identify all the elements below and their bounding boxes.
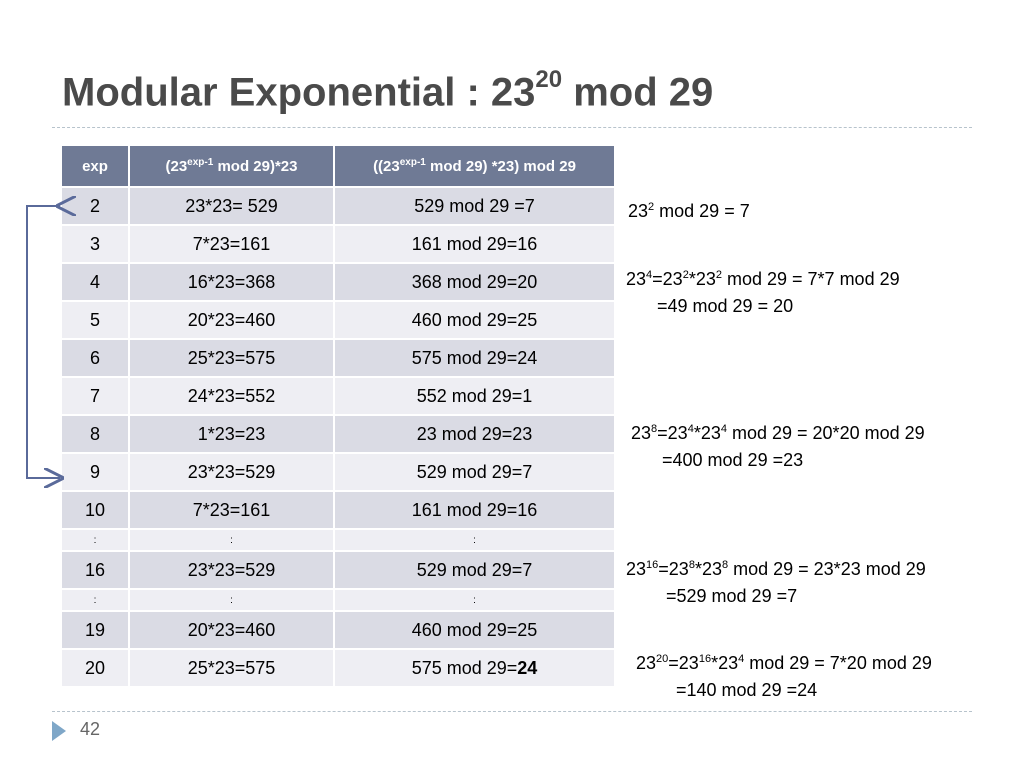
table-row: 10 7*23=161 161 mod 29=16: [60, 490, 616, 530]
slide-title: Modular Exponential : 2320 mod 29: [62, 66, 714, 115]
mod-cell: 23 mod 29=23: [333, 414, 616, 454]
mod-cell: :: [333, 528, 616, 552]
mod-cell: 575 mod 29=24: [333, 648, 616, 688]
exp-cell: 16: [60, 550, 130, 590]
product-cell: :: [128, 588, 335, 612]
product-cell: 7*23=161: [128, 490, 335, 530]
product-cell: 20*23=460: [128, 300, 335, 340]
product-cell: 20*23=460: [128, 610, 335, 650]
mod-cell: 368 mod 29=20: [333, 262, 616, 302]
note-23-pow-16: 2316=238*238 mod 29 = 23*23 mod 29 =529 …: [626, 559, 926, 606]
exp-cell: 19: [60, 610, 130, 650]
table-row: 8 1*23=23 23 mod 29=23: [60, 414, 616, 454]
note-23-pow-8: 238=234*234 mod 29 = 20*20 mod 29 =400 m…: [631, 423, 925, 470]
ellipsis-row: :::: [60, 588, 616, 612]
product-cell: 24*23=552: [128, 376, 335, 416]
mod-cell: 460 mod 29=25: [333, 300, 616, 340]
product-cell: 16*23=368: [128, 262, 335, 302]
table-header-row: exp (23exp-1 mod 29)*23 ((23exp-1 mod 29…: [60, 144, 616, 188]
mod-cell: 575 mod 29=24: [333, 338, 616, 378]
triangle-bullet-icon: [52, 721, 66, 741]
title-divider: [52, 127, 972, 128]
mod-cell: 529 mod 29=7: [333, 452, 616, 492]
ellipsis-row: :::: [60, 528, 616, 552]
mod-cell: 529 mod 29 =7: [333, 186, 616, 226]
exp-cell: :: [60, 588, 130, 612]
product-cell: 1*23=23: [128, 414, 335, 454]
mod-cell: 161 mod 29=16: [333, 224, 616, 264]
table-row: 3 7*23=161 161 mod 29=16: [60, 224, 616, 264]
header-exp: exp: [60, 144, 130, 188]
header-mod: ((23exp-1 mod 29) *23) mod 29: [333, 144, 616, 188]
table-row: 16 23*23=529 529 mod 29=7: [60, 550, 616, 590]
mod-cell: :: [333, 588, 616, 612]
mod-cell: 161 mod 29=16: [333, 490, 616, 530]
product-cell: 25*23=575: [128, 338, 335, 378]
product-cell: 23*23=529: [128, 452, 335, 492]
note-23-pow-20: 2320=2316*234 mod 29 = 7*20 mod 29 =140 …: [636, 653, 932, 700]
table-row: 20 25*23=575 575 mod 29=24: [60, 648, 616, 688]
mod-cell: 552 mod 29=1: [333, 376, 616, 416]
exp-cell: :: [60, 528, 130, 552]
table-row: 5 20*23=460 460 mod 29=25: [60, 300, 616, 340]
mod-cell: 529 mod 29=7: [333, 550, 616, 590]
table-row: 7 24*23=552 552 mod 29=1: [60, 376, 616, 416]
table-row: 19 20*23=460 460 mod 29=25: [60, 610, 616, 650]
exp-cell: 10: [60, 490, 130, 530]
header-product: (23exp-1 mod 29)*23: [128, 144, 335, 188]
note-23-pow-2: 232 mod 29 = 7: [628, 201, 750, 221]
product-cell: 7*23=161: [128, 224, 335, 264]
footer-divider: [52, 711, 972, 712]
product-cell: :: [128, 528, 335, 552]
product-cell: 25*23=575: [128, 648, 335, 688]
product-cell: 23*23= 529: [128, 186, 335, 226]
mod-cell: 460 mod 29=25: [333, 610, 616, 650]
exp-cell: 20: [60, 648, 130, 688]
product-cell: 23*23=529: [128, 550, 335, 590]
bracket-arrow-line: [26, 206, 60, 478]
modular-exponent-table: exp (23exp-1 mod 29)*23 ((23exp-1 mod 29…: [60, 144, 616, 688]
note-23-pow-4: 234=232*232 mod 29 = 7*7 mod 29 =49 mod …: [626, 269, 900, 316]
page-number: 42: [80, 719, 101, 739]
table-row: 4 16*23=368 368 mod 29=20: [60, 262, 616, 302]
